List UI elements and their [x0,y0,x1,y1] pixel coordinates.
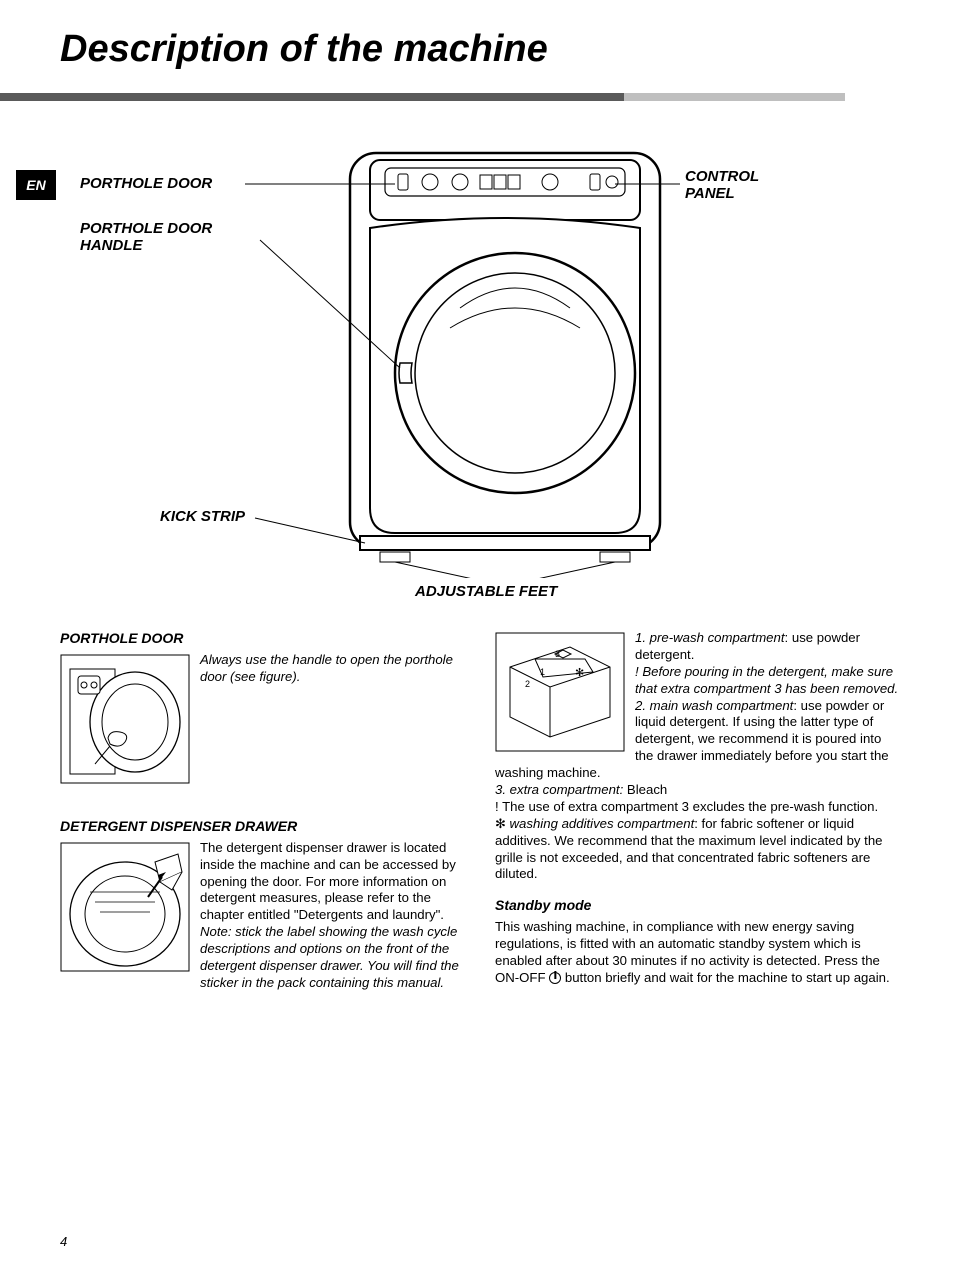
porthole-door-section: PORTHOLE DOOR Always use the handle to o… [60,630,465,788]
label-kick-strip: KICK STRIP [160,508,245,525]
label-porthole-handle: PORTHOLE DOOR HANDLE [80,220,240,254]
washing-machine-illustration [340,138,670,578]
porthole-open-figure [60,654,190,784]
drawer-heading: DETERGENT DISPENSER DRAWER [60,818,465,836]
drawer-p3-text: Note: stick the label showing the wash c… [200,924,459,990]
label-control-panel: CONTROL PANEL [685,168,785,202]
comp1-label: 1. pre-wash compartment [635,630,785,645]
content-columns: PORTHOLE DOOR Always use the handle to o… [60,630,900,1012]
drawer-section: DETERGENT DISPENSER DRAWER The detergent… [60,818,465,992]
standby-text-b: button briefly and wait for the machine … [565,970,890,985]
label-adjustable-feet: ADJUSTABLE FEET [415,583,557,600]
page-number: 4 [60,1234,67,1249]
drawer-compartments-figure: 3 1 2 ✻ [495,632,625,752]
svg-text:2: 2 [525,679,530,689]
additives-label: washing additives compartment [510,816,695,831]
comp3-warning: ! The use of extra compartment 3 exclude… [495,799,878,814]
left-column: PORTHOLE DOOR Always use the handle to o… [60,630,465,1012]
svg-text:3: 3 [555,649,560,659]
svg-text:✻: ✻ [575,667,584,679]
standby-heading: Standby mode [495,897,900,915]
comp3-label: 3. extra compartment: Bleach [495,782,667,797]
power-icon [549,972,561,984]
right-column: 3 1 2 ✻ 1. pre-wash compartment: use pow… [495,630,900,1012]
language-badge: EN [16,170,56,200]
comp2-label: 2. main wash compartment [635,698,793,713]
drawer-location-figure [60,842,190,972]
header-rule [0,93,960,101]
porthole-heading: PORTHOLE DOOR [60,630,465,648]
comp1-warning: ! Before pouring in the detergent, make … [635,664,898,696]
label-porthole-door: PORTHOLE DOOR [80,175,212,192]
svg-text:1: 1 [540,667,545,677]
machine-diagram: PORTHOLE DOOR PORTHOLE DOOR HANDLE KICK … [60,138,900,618]
page-title: Description of the machine [0,0,960,71]
flower-icon: ✻ [495,816,510,831]
